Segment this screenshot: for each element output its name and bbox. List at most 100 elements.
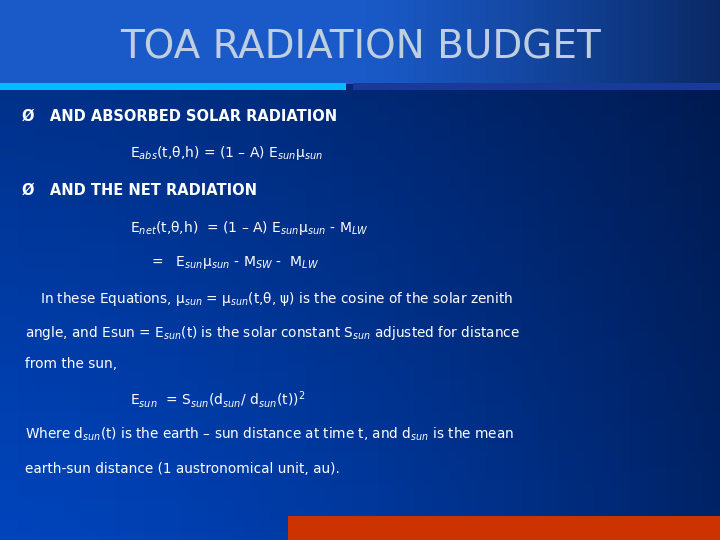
- Bar: [0, 270, 720, 276]
- Bar: [378, 0, 384, 84]
- Bar: [585, 0, 594, 540]
- Bar: [0, 0, 9, 540]
- Bar: [486, 0, 492, 84]
- Bar: [108, 0, 117, 540]
- Bar: [504, 0, 513, 540]
- Bar: [315, 0, 324, 540]
- Bar: [540, 0, 549, 540]
- Bar: [353, 83, 720, 90]
- Bar: [0, 216, 720, 222]
- Bar: [342, 0, 351, 540]
- Bar: [492, 0, 498, 84]
- Bar: [0, 202, 720, 209]
- Bar: [0, 237, 720, 243]
- Bar: [534, 0, 540, 84]
- Bar: [618, 0, 624, 84]
- Bar: [0, 6, 720, 14]
- Bar: [456, 0, 462, 84]
- Bar: [243, 0, 252, 540]
- Text: Ø   AND THE NET RADIATION: Ø AND THE NET RADIATION: [22, 183, 256, 198]
- Bar: [0, 426, 720, 432]
- Bar: [198, 0, 207, 540]
- Bar: [414, 0, 420, 84]
- Bar: [369, 0, 378, 540]
- Bar: [162, 0, 171, 540]
- Bar: [432, 0, 438, 84]
- Bar: [81, 0, 90, 540]
- Bar: [396, 0, 405, 540]
- Bar: [630, 0, 639, 540]
- Bar: [576, 0, 582, 84]
- Bar: [0, 83, 346, 90]
- Bar: [678, 0, 684, 84]
- Bar: [657, 0, 666, 540]
- Bar: [480, 0, 486, 84]
- Bar: [0, 168, 720, 176]
- Bar: [0, 276, 720, 284]
- Bar: [0, 432, 720, 438]
- Bar: [612, 0, 618, 84]
- Bar: [0, 378, 720, 384]
- Bar: [0, 68, 720, 74]
- Bar: [90, 0, 99, 540]
- Bar: [0, 87, 720, 94]
- Bar: [27, 0, 36, 540]
- Bar: [0, 243, 720, 249]
- Bar: [0, 108, 720, 115]
- Bar: [0, 338, 720, 345]
- Bar: [540, 0, 546, 84]
- Bar: [0, 183, 720, 189]
- Bar: [549, 0, 558, 540]
- Bar: [702, 0, 708, 84]
- Bar: [522, 0, 531, 540]
- Bar: [636, 0, 642, 84]
- Bar: [438, 0, 444, 84]
- Bar: [558, 0, 564, 84]
- Bar: [0, 74, 720, 81]
- Bar: [0, 357, 720, 364]
- Bar: [660, 0, 666, 84]
- Bar: [576, 0, 585, 540]
- Bar: [0, 60, 720, 68]
- Bar: [450, 0, 456, 84]
- Bar: [498, 0, 504, 84]
- Bar: [0, 122, 720, 128]
- Text: =   E$_{sun}$μ$_{sun}$ - M$_{SW}$ -  M$_{LW}$: = E$_{sun}$μ$_{sun}$ - M$_{SW}$ - M$_{LW…: [151, 254, 319, 272]
- Bar: [0, 459, 720, 465]
- Bar: [0, 446, 720, 453]
- Bar: [552, 0, 558, 84]
- Bar: [324, 0, 333, 540]
- Bar: [606, 0, 612, 84]
- Bar: [333, 0, 342, 540]
- Bar: [0, 486, 720, 492]
- Bar: [0, 492, 720, 500]
- Bar: [696, 0, 702, 84]
- Bar: [171, 0, 180, 540]
- Bar: [0, 33, 720, 40]
- Bar: [252, 0, 261, 540]
- Bar: [0, 0, 720, 84]
- Bar: [261, 0, 270, 540]
- Bar: [0, 453, 720, 459]
- Bar: [234, 0, 243, 540]
- Text: angle, and Esun = E$_{sun}$(t) is the solar constant S$_{sun}$ adjusted for dist: angle, and Esun = E$_{sun}$(t) is the so…: [25, 324, 520, 342]
- Bar: [0, 256, 720, 263]
- Bar: [0, 222, 720, 230]
- Bar: [72, 0, 81, 540]
- Bar: [306, 0, 315, 540]
- Bar: [603, 0, 612, 540]
- Bar: [408, 0, 414, 84]
- Bar: [693, 0, 702, 540]
- Bar: [462, 0, 468, 84]
- Bar: [0, 291, 720, 297]
- Bar: [414, 0, 423, 540]
- Bar: [0, 534, 720, 540]
- Bar: [0, 303, 720, 310]
- Bar: [297, 0, 306, 540]
- Bar: [630, 0, 636, 84]
- Bar: [0, 513, 720, 519]
- Bar: [18, 0, 27, 540]
- Bar: [387, 0, 396, 540]
- Bar: [366, 0, 372, 84]
- Bar: [0, 128, 720, 135]
